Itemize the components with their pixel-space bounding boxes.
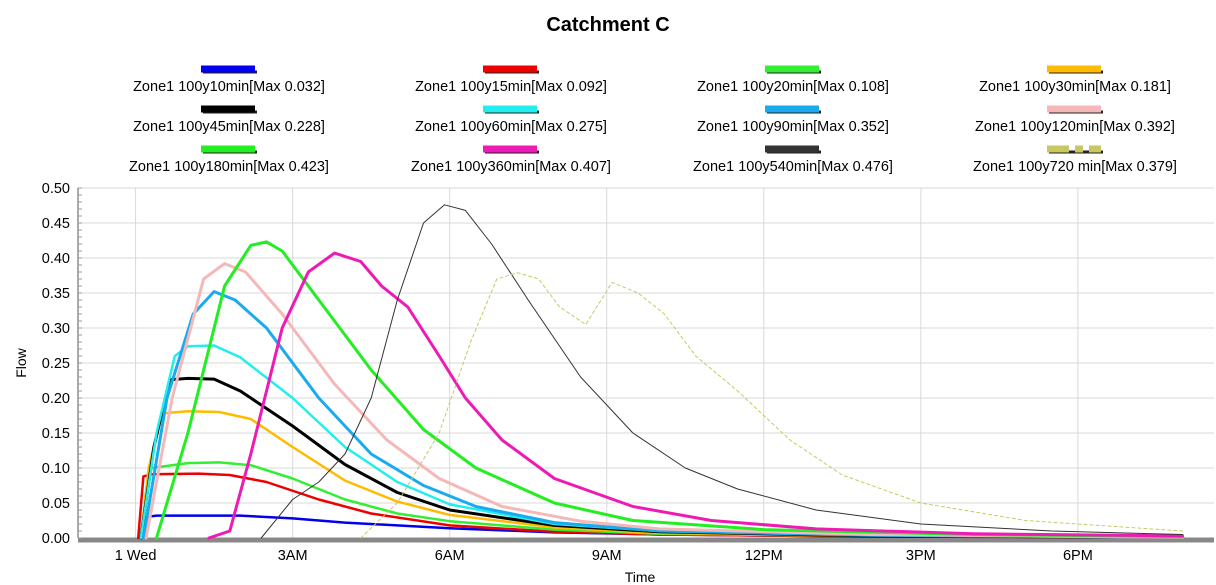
x-tick-label: 1 Wed (115, 548, 157, 564)
legend-item: Zone1 100y360min[Max 0.407] (370, 142, 652, 182)
x-tick-label: 3PM (906, 548, 936, 564)
series-line-4 (139, 410, 1184, 540)
legend-label: Zone1 100y45min[Max 0.228] (133, 119, 325, 135)
legend-swatch (1047, 105, 1103, 114)
y-tick-label: 0.20 (42, 391, 70, 407)
legend-label: Zone1 100y540min[Max 0.476] (693, 159, 893, 175)
series-lines (136, 204, 1185, 540)
legend-swatch (1047, 145, 1103, 154)
legend-label: Zone1 100y15min[Max 0.092] (415, 79, 607, 95)
legend-swatch (201, 105, 257, 114)
y-tick-label: 0.30 (42, 321, 70, 337)
series-line-7 (141, 290, 1185, 540)
y-tick-label: 0.35 (42, 286, 70, 302)
x-tick-label: 9AM (592, 548, 622, 564)
axes (77, 187, 1214, 543)
x-tick-label: 6AM (435, 548, 465, 564)
y-tick-label: 0.25 (42, 356, 70, 372)
series-line-8 (144, 262, 1185, 540)
legend-item: Zone1 100y180min[Max 0.423] (88, 142, 370, 182)
y-axis-title: Flow (13, 347, 29, 377)
legend-swatch (765, 105, 821, 114)
series-line-11 (260, 204, 1184, 539)
legend-item: Zone1 100y15min[Max 0.092] (370, 62, 652, 102)
legend: Zone1 100y10min[Max 0.032] Zone1 100y15mi… (88, 62, 1216, 186)
x-axis-title: Time (625, 569, 656, 585)
series-line-10 (207, 251, 1185, 540)
legend-swatch (765, 65, 821, 74)
legend-label: Zone1 100y90min[Max 0.352] (697, 119, 889, 135)
legend-swatch (201, 145, 257, 154)
legend-label: Zone1 100y10min[Max 0.032] (133, 79, 325, 95)
series-line-3 (139, 461, 1184, 540)
legend-item: Zone1 100y90min[Max 0.352] (652, 102, 934, 142)
legend-label: Zone1 100y120min[Max 0.392] (975, 119, 1175, 135)
legend-swatch (483, 105, 539, 114)
tick-labels: 0.00 0.05 0.10 0.15 0.20 0.25 0.30 0.35 0.40 0.45… (42, 181, 1093, 564)
legend-item: Zone1 100y60min[Max 0.275] (370, 102, 652, 142)
legend-item: Zone1 100y20min[Max 0.108] (652, 62, 934, 102)
legend-label: Zone1 100y30min[Max 0.181] (979, 79, 1171, 95)
x-tick-label: 12PM (745, 548, 783, 564)
legend-item: Zone1 100y720 min[Max 0.379] (934, 142, 1216, 182)
legend-label: Zone1 100y180min[Max 0.423] (129, 159, 329, 175)
legend-swatch (765, 145, 821, 154)
legend-swatch (201, 65, 257, 74)
legend-label: Zone1 100y60min[Max 0.275] (415, 119, 607, 135)
y-tick-label: 0.50 (42, 181, 70, 197)
series-line-9 (155, 240, 1185, 540)
x-tick-label: 6PM (1063, 548, 1093, 564)
legend-item: Zone1 100y30min[Max 0.181] (934, 62, 1216, 102)
legend-swatch (483, 145, 539, 154)
y-tick-label: 0.05 (42, 496, 70, 512)
legend-swatch (1047, 65, 1103, 74)
legend-swatch (483, 65, 539, 74)
legend-label: Zone1 100y360min[Max 0.407] (411, 159, 611, 175)
legend-item: Zone1 100y10min[Max 0.032] (88, 62, 370, 102)
y-tick-label: 0.15 (42, 426, 70, 442)
legend-label: Zone1 100y720 min[Max 0.379] (973, 159, 1177, 175)
legend-label: Zone1 100y20min[Max 0.108] (697, 79, 889, 95)
legend-item: Zone1 100y45min[Max 0.228] (88, 102, 370, 142)
chart-title: Catchment C (546, 14, 670, 36)
legend-item: Zone1 100y120min[Max 0.392] (934, 102, 1216, 142)
y-tick-label: 0.45 (42, 216, 70, 232)
x-tick-label: 3AM (278, 548, 308, 564)
series-line-12 (360, 272, 1184, 539)
y-tick-label: 0.00 (42, 531, 70, 547)
series-line-6 (139, 344, 1184, 540)
y-tick-label: 0.10 (42, 461, 70, 477)
legend-item: Zone1 100y540min[Max 0.476] (652, 142, 934, 182)
y-tick-label: 0.40 (42, 251, 70, 267)
